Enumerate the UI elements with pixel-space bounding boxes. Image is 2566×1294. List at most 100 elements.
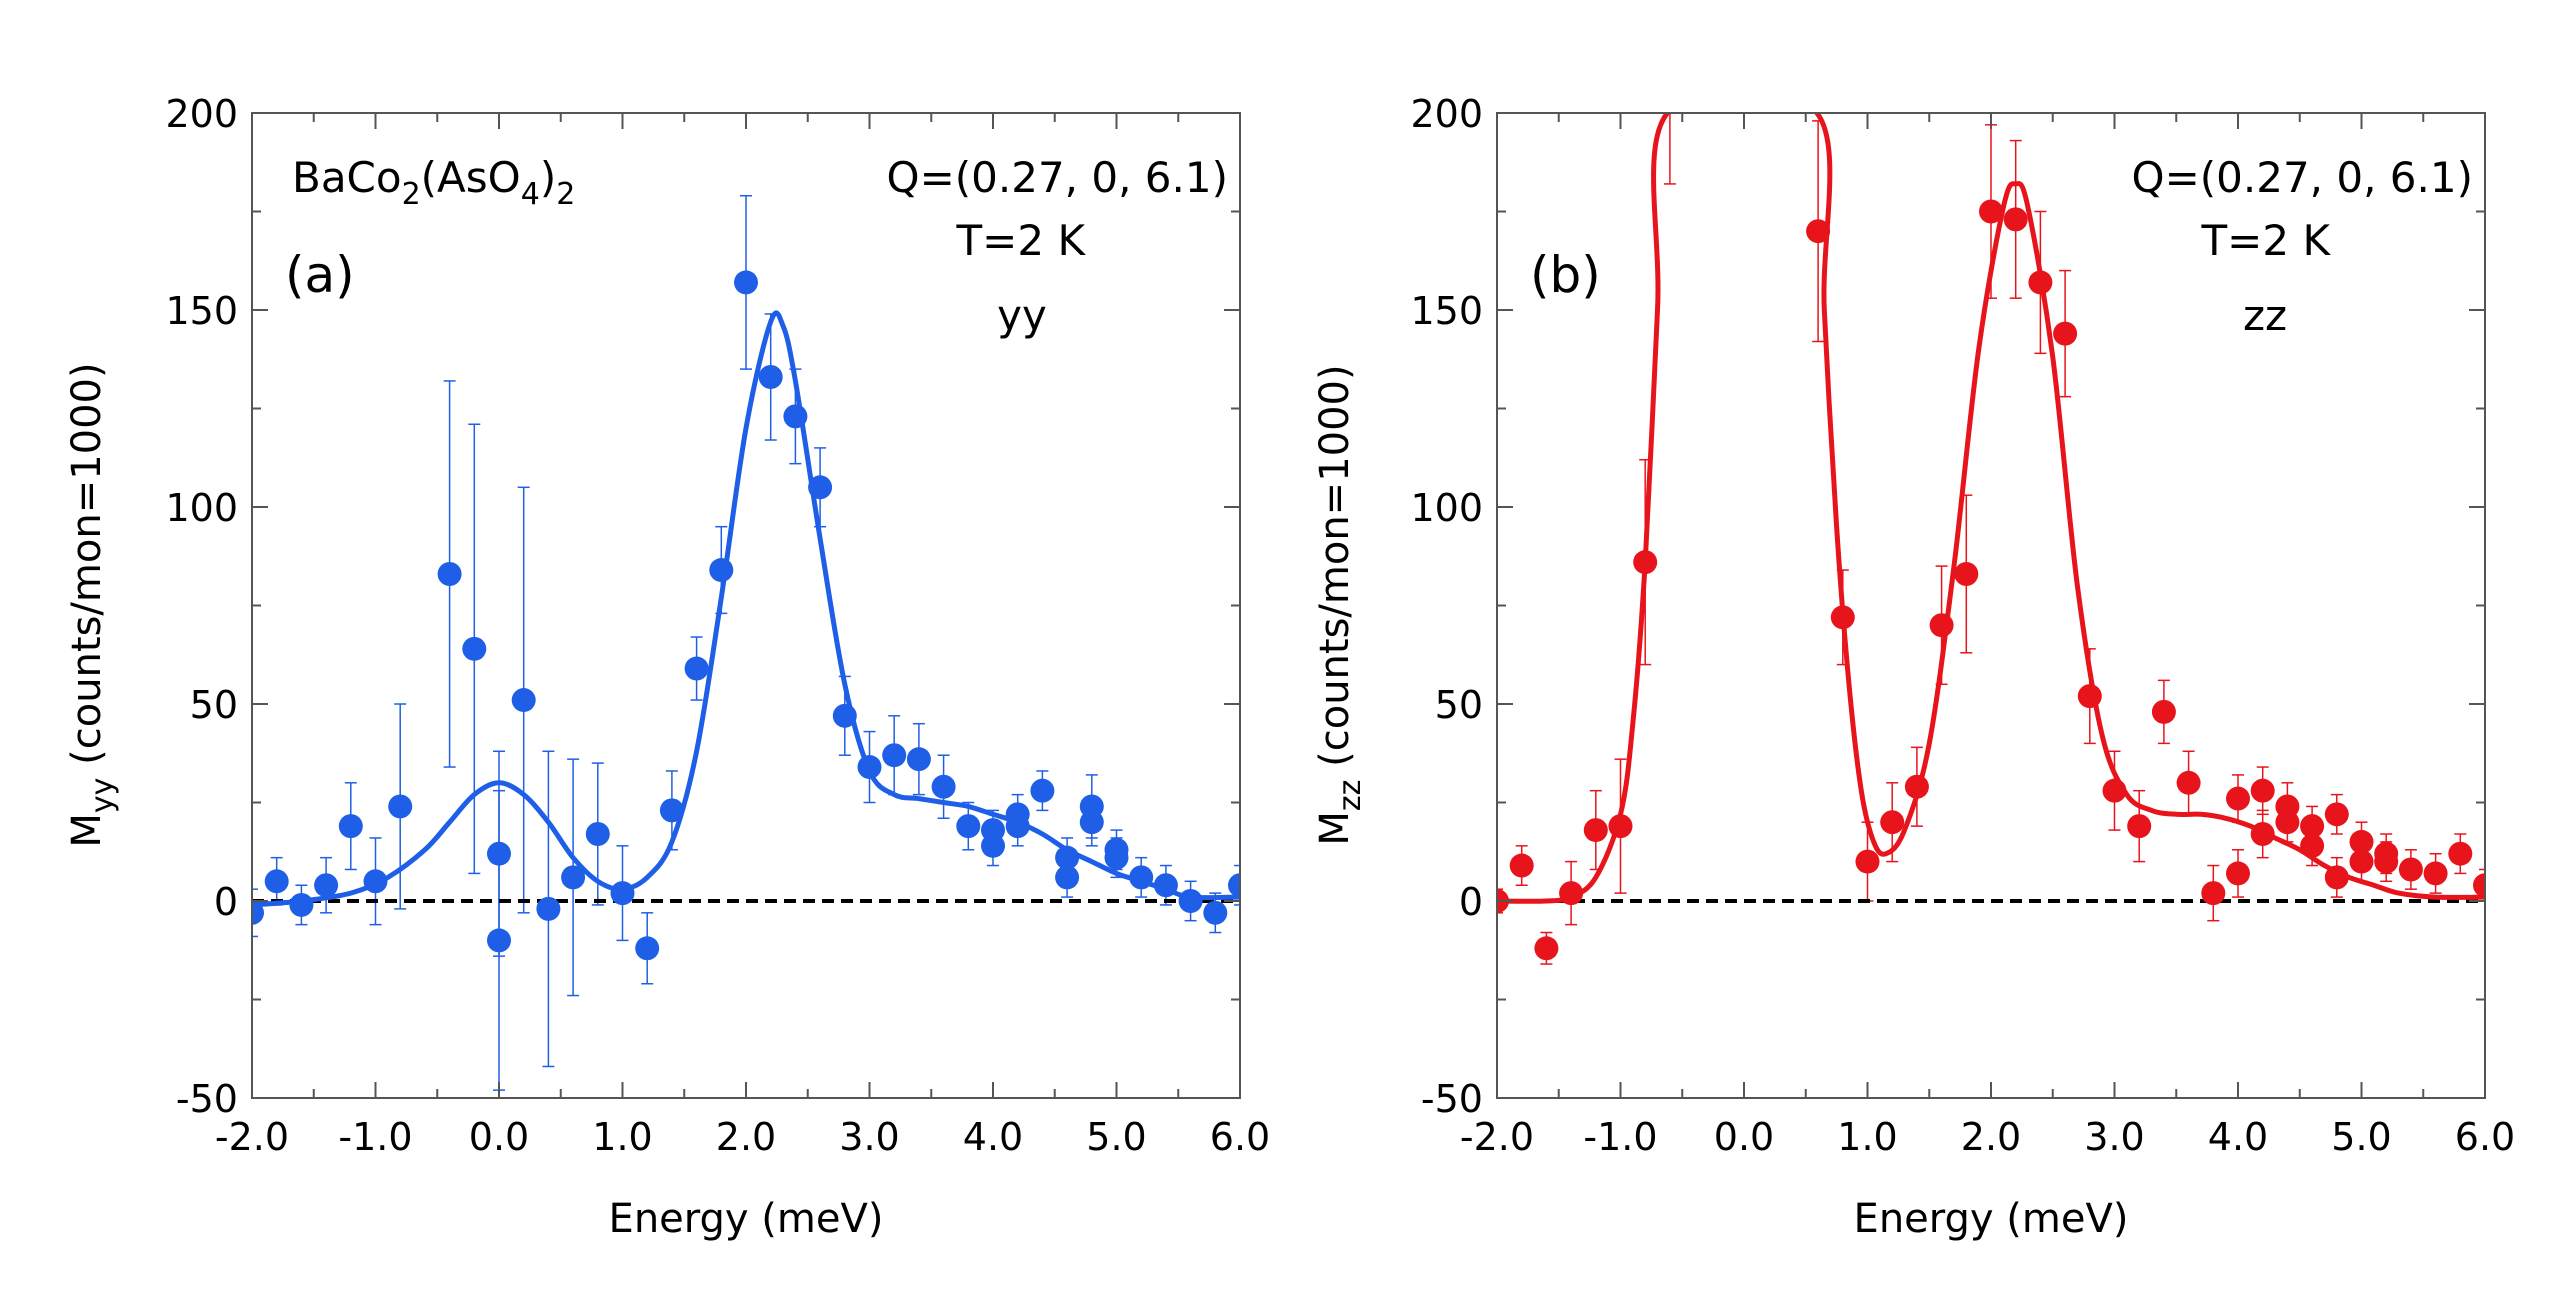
data-point (2300, 833, 2325, 858)
y-tick-label: 200 (1410, 92, 1483, 136)
y-axis-title-b: Mzz (counts/mon=1000) (1312, 364, 1368, 845)
data-point (2324, 802, 2349, 827)
data-point (635, 936, 660, 961)
data-point (338, 814, 363, 839)
sample-formula: BaCo2(AsO4)2 (292, 153, 575, 212)
data-point (487, 928, 511, 953)
x-tick-label: 0.0 (1714, 1115, 1774, 1159)
data-point (2448, 841, 2473, 866)
data-point (2250, 822, 2275, 847)
data-point (388, 794, 413, 819)
data-point (2176, 770, 2201, 795)
data-point (1806, 219, 1831, 244)
x-tick-label: 3.0 (2084, 1115, 2144, 1159)
data-point (2324, 865, 2349, 890)
data-point (1830, 605, 1855, 630)
y-axis-title-a: Myy (counts/mon=1000) (64, 362, 120, 847)
data-point (2127, 814, 2152, 839)
data-point (1904, 774, 1929, 799)
x-tick-label: 5.0 (2331, 1115, 2391, 1159)
fit-line (252, 310, 1240, 908)
data-point (1880, 810, 1905, 835)
data-point (252, 900, 264, 925)
x-tick-label: -2.0 (215, 1115, 289, 1159)
data-point (2423, 861, 2448, 886)
axis-ticks-a (251, 112, 1241, 1099)
data-point (2374, 849, 2399, 874)
x-tick-label: 2.0 (1961, 1115, 2021, 1159)
data-points-yy (252, 270, 1240, 961)
fit-curve-zz (1497, 113, 2485, 904)
data-point (2028, 270, 2053, 295)
data-point (1633, 550, 1658, 575)
data-point (1079, 810, 1104, 835)
y-tick-label: 0 (214, 880, 238, 924)
data-point (561, 865, 586, 890)
data-point (882, 743, 907, 768)
data-point (1929, 613, 1954, 638)
axis-ticks-b (1496, 112, 2486, 1099)
y-tick-labels-a: -50 0 50 100 150 200 (165, 92, 238, 1121)
x-tick-label: -2.0 (1460, 1115, 1534, 1159)
data-point (808, 475, 833, 500)
x-tick-label: 5.0 (1086, 1115, 1146, 1159)
data-point (2275, 810, 2300, 835)
data-point (2473, 873, 2485, 898)
x-tick-label: 3.0 (839, 1115, 899, 1159)
data-point (1608, 814, 1633, 839)
data-point (610, 881, 635, 906)
data-point (2250, 778, 2275, 803)
data-point (956, 814, 981, 839)
y-tick-label: 50 (190, 683, 238, 727)
y-tick-label: 100 (165, 486, 238, 530)
y-tick-labels-b: -50 0 50 100 150 200 (1410, 92, 1483, 1121)
x-tick-label: 2.0 (716, 1115, 776, 1159)
component-label-zz: zz (2243, 291, 2287, 340)
data-point (783, 404, 808, 429)
data-point (931, 774, 956, 799)
y-tick-label: 150 (165, 289, 238, 333)
panel-label-a: (a) (285, 246, 355, 304)
data-point (2151, 699, 2176, 724)
data-point (2077, 684, 2102, 709)
x-tick-label: 0.0 (469, 1115, 529, 1159)
data-point (2003, 207, 2028, 232)
data-point (709, 558, 734, 583)
data-point (2226, 861, 2250, 886)
data-point (981, 818, 1005, 843)
y-tick-label: 50 (1435, 683, 1483, 727)
data-point (2349, 829, 2374, 854)
data-point (2201, 881, 2226, 906)
error-bars-yy (252, 194, 1240, 1091)
data-point (1954, 561, 1979, 586)
data-point (1559, 881, 1584, 906)
data-point (1583, 818, 1608, 843)
panel-a: -2.0 -1.0 0.0 1.0 2.0 3.0 4.0 5.0 6.0 -50 0 50 100 1… (64, 92, 1270, 1242)
data-point (1104, 845, 1129, 870)
data-point (487, 841, 511, 866)
data-point (2398, 857, 2423, 882)
data-point (1979, 199, 2003, 224)
data-point (1030, 778, 1055, 803)
x-tick-labels-b: -2.0 -1.0 0.0 1.0 2.0 3.0 4.0 5.0 6.0 (1460, 1115, 2515, 1159)
data-point (758, 364, 783, 389)
y-tick-label: 200 (165, 92, 238, 136)
data-point (1178, 889, 1203, 913)
component-label-yy: yy (997, 291, 1047, 340)
q-label-a: Q=(0.27, 0, 6.1) (887, 153, 1228, 202)
data-point (832, 703, 857, 728)
x-tick-label: 6.0 (1210, 1115, 1270, 1159)
y-tick-label: 150 (1410, 289, 1483, 333)
y-tick-label: 0 (1459, 880, 1483, 924)
y-tick-label: -50 (176, 1077, 238, 1121)
panel-label-b: (b) (1530, 246, 1601, 304)
x-tick-label: 4.0 (963, 1115, 1023, 1159)
q-label-b: Q=(0.27, 0, 6.1) (2132, 153, 2473, 202)
data-point (585, 822, 610, 847)
y-tick-label: -50 (1421, 1077, 1483, 1121)
data-point (1534, 936, 1559, 961)
x-tick-label: -1.0 (1583, 1115, 1657, 1159)
data-point (264, 869, 289, 894)
x-tick-label: -1.0 (338, 1115, 412, 1159)
data-point (437, 561, 462, 586)
